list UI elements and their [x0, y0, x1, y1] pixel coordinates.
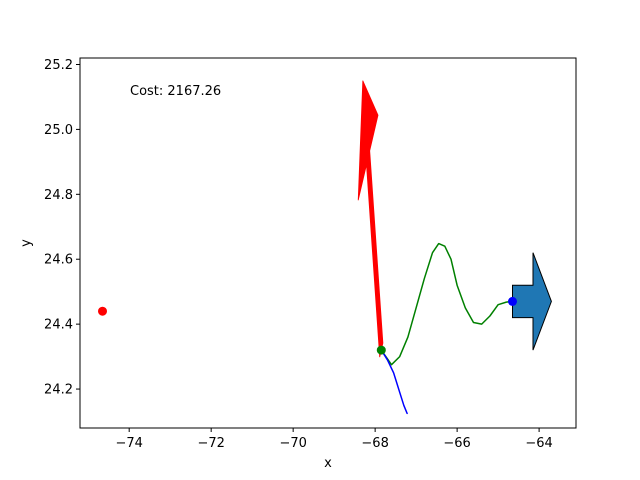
- red-arrow: [357, 80, 384, 358]
- blue-point: [508, 296, 517, 306]
- goal-arrow: [512, 252, 552, 351]
- cost-annotation: Cost: 2167.26: [130, 84, 221, 99]
- plot-marks: [98, 80, 552, 415]
- axes-frame: [79, 57, 577, 429]
- green-path: [380, 242, 514, 366]
- y-tick-label: 25.0: [44, 123, 73, 138]
- x-axis-label: x: [324, 456, 332, 471]
- x-tick-label: −74: [115, 436, 142, 451]
- y-axis-ticks: 24.2 24.4 24.6 24.8 25.0 25.2: [44, 58, 80, 398]
- blue-path: [380, 349, 408, 415]
- x-tick-label: −64: [525, 436, 552, 451]
- y-tick-label: 24.8: [44, 188, 73, 203]
- green-point: [376, 345, 386, 355]
- y-axis-label: y: [19, 239, 34, 247]
- y-tick-label: 25.2: [44, 58, 73, 73]
- red-point: [98, 306, 107, 316]
- y-tick-label: 24.4: [44, 318, 73, 333]
- y-tick-label: 24.2: [44, 383, 73, 398]
- x-tick-label: −70: [279, 436, 306, 451]
- x-tick-label: −68: [361, 436, 388, 451]
- x-tick-label: −66: [443, 436, 470, 451]
- x-tick-label: −72: [197, 436, 224, 451]
- y-tick-label: 24.6: [44, 253, 73, 268]
- x-axis-ticks: −74 −72 −70 −68 −66 −64: [115, 428, 553, 451]
